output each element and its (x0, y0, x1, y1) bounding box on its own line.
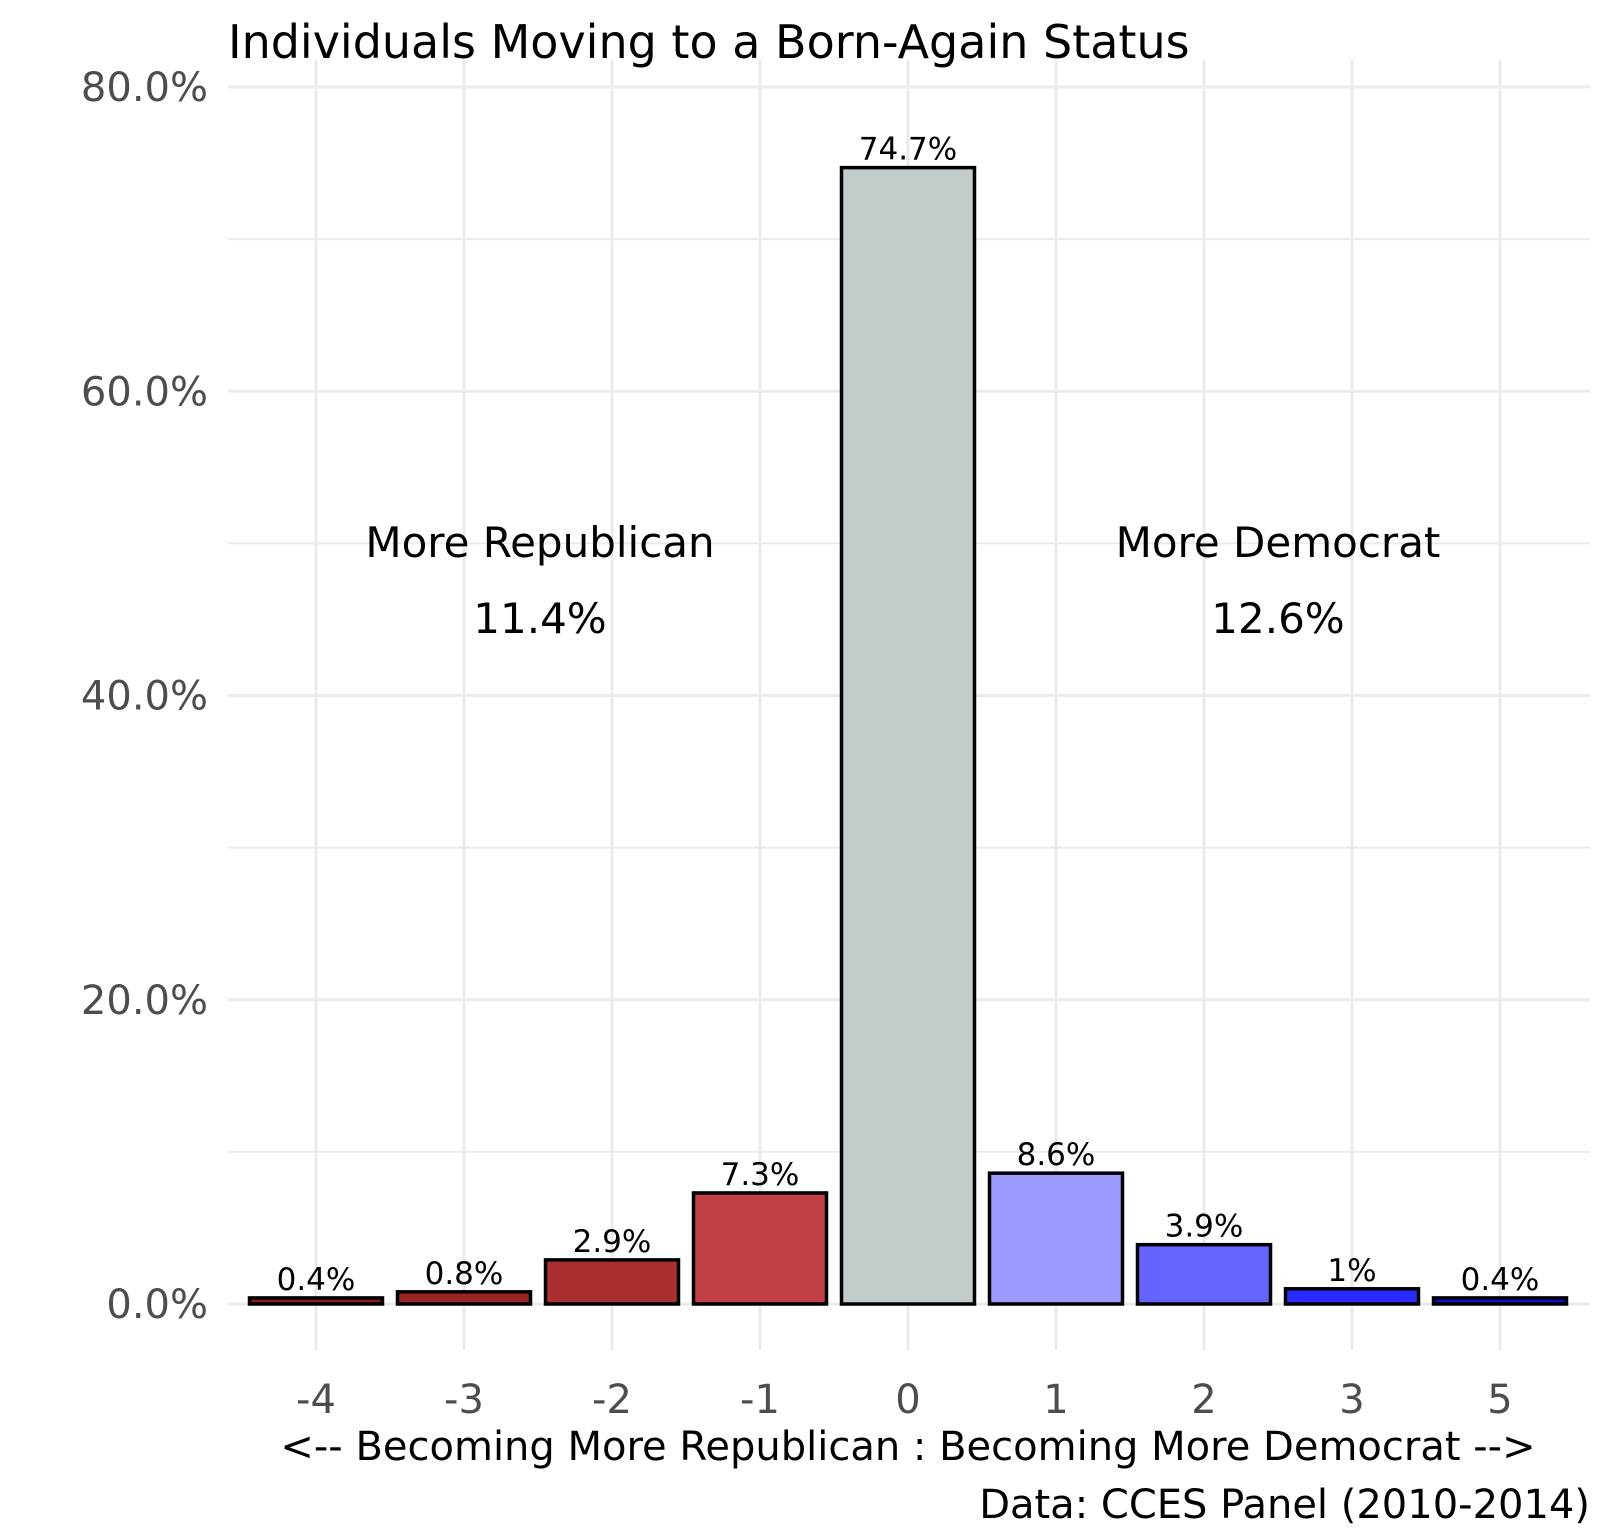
data-source-caption: Data: CCES Panel (2010-2014) (979, 1482, 1590, 1528)
y-tick-label: 20.0% (81, 978, 208, 1024)
data-label: 2.9% (573, 1224, 652, 1260)
annotation-republican-label: More Republican (365, 518, 714, 567)
annotation-democrat-value: 12.6% (1211, 594, 1344, 643)
data-label: 74.7% (859, 132, 957, 168)
bar-1 (990, 1173, 1123, 1304)
y-tick-label: 0.0% (106, 1282, 208, 1328)
chart-title: Individuals Moving to a Born-Again Statu… (228, 15, 1190, 69)
x-tick-label: -1 (740, 1377, 780, 1423)
annotation-democrat-label: More Democrat (1116, 518, 1441, 567)
data-label: 3.9% (1165, 1209, 1244, 1245)
x-tick-label: 3 (1339, 1377, 1364, 1423)
bar--3 (398, 1292, 531, 1304)
annotation-republican: More Republican 11.4% (365, 518, 714, 643)
bar-5 (1434, 1298, 1567, 1304)
data-label: 7.3% (721, 1157, 800, 1193)
x-tick-label: -3 (444, 1377, 484, 1423)
annotation-democrat: More Democrat 12.6% (1116, 518, 1441, 643)
bar--2 (546, 1260, 679, 1304)
data-label: 0.4% (1461, 1262, 1540, 1298)
data-label: 0.8% (425, 1256, 504, 1292)
x-tick-label: 2 (1191, 1377, 1216, 1423)
x-axis-label: <-- Becoming More Republican : Becoming … (280, 1424, 1535, 1470)
bar--1 (694, 1193, 827, 1304)
y-tick-label: 80.0% (81, 65, 208, 111)
x-axis-ticks: -4 -3 -2 -1 0 1 2 3 5 (296, 1377, 1513, 1423)
bars (250, 168, 1567, 1304)
x-tick-label: -4 (296, 1377, 336, 1423)
x-tick-label: 0 (895, 1377, 920, 1423)
x-tick-label: -2 (592, 1377, 632, 1423)
y-tick-label: 60.0% (81, 369, 208, 415)
annotation-republican-value: 11.4% (473, 594, 606, 643)
data-label: 8.6% (1017, 1137, 1096, 1173)
data-label: 0.4% (277, 1262, 356, 1298)
bar-2 (1138, 1245, 1271, 1304)
data-label: 1% (1327, 1253, 1376, 1289)
bar-3 (1286, 1289, 1419, 1304)
bar--4 (250, 1298, 383, 1304)
y-tick-label: 40.0% (81, 674, 208, 720)
x-tick-label: 5 (1487, 1377, 1512, 1423)
y-axis-ticks: 0.0% 20.0% 40.0% 60.0% 80.0% (81, 65, 208, 1328)
bar-0 (842, 168, 975, 1304)
x-tick-label: 1 (1043, 1377, 1068, 1423)
